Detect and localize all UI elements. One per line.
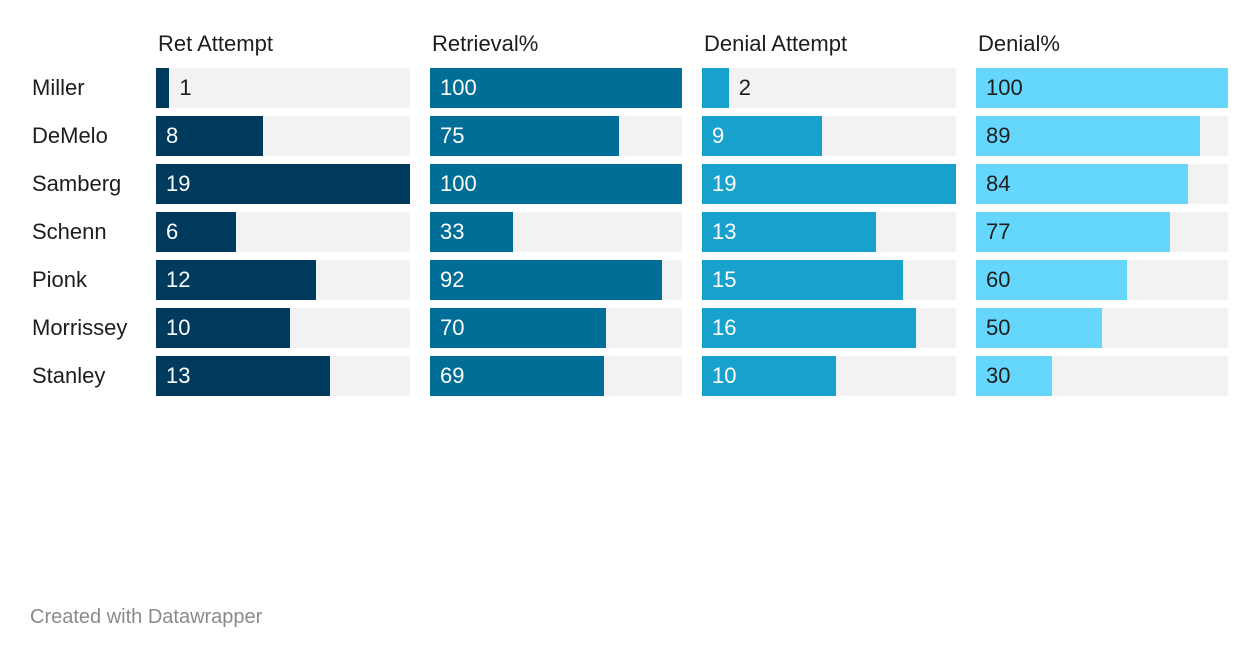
bar-retrieval-pct-stanley <box>430 356 604 396</box>
value-label-retrieval-pct-miller: 100 <box>440 75 477 100</box>
bar-denial-pct-morrissey <box>976 308 1102 348</box>
bar-denial-attempt-demelo <box>702 116 823 156</box>
bar-track-denial-pct-demelo: 89 <box>976 116 1228 156</box>
bar-denial-pct-schenn <box>976 212 1170 252</box>
bar-retrieval-pct-samberg <box>430 164 682 204</box>
row-label-pionk: Pionk <box>32 267 88 292</box>
bar-track-ret-attempt-stanley: 13 <box>156 356 410 396</box>
bar-denial-pct-samberg <box>976 164 1188 204</box>
column-header-denial-pct: Denial% <box>978 31 1060 56</box>
bar-ret-attempt-demelo <box>156 116 263 156</box>
bar-track-retrieval-pct-samberg: 100 <box>430 164 682 204</box>
column-header-denial-attempt: Denial Attempt <box>704 31 848 56</box>
value-label-denial-attempt-schenn: 13 <box>712 219 737 244</box>
bar-track-denial-attempt-miller: 2 <box>702 68 956 108</box>
bar-ret-attempt-miller <box>156 68 170 108</box>
bar-denial-attempt-stanley <box>702 356 836 396</box>
bar-track-retrieval-pct-morrissey: 70 <box>430 308 682 348</box>
row-label-samberg: Samberg <box>32 171 122 196</box>
value-label-denial-pct-pionk: 60 <box>986 267 1011 292</box>
value-label-denial-attempt-stanley: 10 <box>712 363 737 388</box>
value-label-denial-pct-demelo: 89 <box>986 123 1011 148</box>
bar-track-retrieval-pct-schenn: 33 <box>430 212 682 252</box>
bar-track-denial-pct-samberg: 84 <box>976 164 1228 204</box>
column-header-ret-attempt: Ret Attempt <box>158 31 273 56</box>
bar-track-denial-pct-miller: 100 <box>976 68 1228 108</box>
bar-denial-attempt-samberg <box>702 164 956 204</box>
value-label-retrieval-pct-demelo: 75 <box>440 123 465 148</box>
value-label-ret-attempt-pionk: 12 <box>166 267 191 292</box>
value-label-retrieval-pct-schenn: 33 <box>440 219 465 244</box>
bar-track-denial-pct-schenn: 77 <box>976 212 1228 252</box>
bar-track-denial-pct-morrissey: 50 <box>976 308 1228 348</box>
bar-track-ret-attempt-samberg: 19 <box>156 164 410 204</box>
bar-track-ret-attempt-pionk: 12 <box>156 260 410 300</box>
bar-retrieval-pct-miller <box>430 68 682 108</box>
bar-ret-attempt-morrissey <box>156 308 290 348</box>
value-label-denial-attempt-pionk: 15 <box>712 267 737 292</box>
row-label-miller: Miller <box>32 75 85 100</box>
column-header-retrieval-pct: Retrieval% <box>432 31 539 56</box>
bar-track-retrieval-pct-miller: 100 <box>430 68 682 108</box>
bar-denial-attempt-schenn <box>702 212 876 252</box>
credit-text: Created with Datawrapper <box>30 606 263 628</box>
value-label-denial-pct-stanley: 30 <box>986 363 1011 388</box>
value-label-denial-pct-samberg: 84 <box>986 171 1011 196</box>
bar-denial-pct-demelo <box>976 116 1201 156</box>
bar-denial-pct-stanley <box>976 356 1052 396</box>
value-label-ret-attempt-demelo: 8 <box>166 123 179 148</box>
value-label-retrieval-pct-morrissey: 70 <box>440 315 465 340</box>
bar-track-ret-attempt-morrissey: 10 <box>156 308 410 348</box>
bar-track-ret-attempt-miller: 1 <box>156 68 410 108</box>
bar-track-denial-attempt-morrissey: 16 <box>702 308 956 348</box>
bar-table-chart: Ret Attempt Retrieval% Denial Attempt Denia… <box>32 31 1228 396</box>
value-label-retrieval-pct-samberg: 100 <box>440 171 477 196</box>
bar-track-ret-attempt-schenn: 6 <box>156 212 410 252</box>
bar-denial-attempt-pionk <box>702 260 903 300</box>
bar-ret-attempt-samberg <box>156 164 410 204</box>
bar-track-denial-attempt-demelo: 9 <box>702 116 956 156</box>
bar-track-denial-attempt-samberg: 19 <box>702 164 956 204</box>
row-label-stanley: Stanley <box>32 363 106 388</box>
row-label-demelo: DeMelo <box>32 123 108 148</box>
bar-track-ret-attempt-demelo: 8 <box>156 116 410 156</box>
value-label-denial-attempt-samberg: 19 <box>712 171 737 196</box>
bar-ret-attempt-pionk <box>156 260 317 300</box>
bar-track-denial-attempt-stanley: 10 <box>702 356 956 396</box>
value-label-ret-attempt-stanley: 13 <box>166 363 191 388</box>
value-label-ret-attempt-miller: 1 <box>179 75 192 100</box>
bar-track-retrieval-pct-pionk: 92 <box>430 260 682 300</box>
value-label-ret-attempt-schenn: 6 <box>166 219 179 244</box>
bar-ret-attempt-schenn <box>156 212 237 252</box>
value-label-denial-pct-schenn: 77 <box>986 219 1011 244</box>
bar-denial-pct-pionk <box>976 260 1128 300</box>
bar-retrieval-pct-pionk <box>430 260 662 300</box>
bar-retrieval-pct-morrissey <box>430 308 607 348</box>
value-label-retrieval-pct-stanley: 69 <box>440 363 465 388</box>
value-label-denial-attempt-morrissey: 16 <box>712 315 737 340</box>
value-label-denial-attempt-miller: 2 <box>738 75 751 100</box>
bar-track-denial-attempt-schenn: 13 <box>702 212 956 252</box>
bar-track-denial-pct-stanley: 30 <box>976 356 1228 396</box>
bar-retrieval-pct-schenn <box>430 212 514 252</box>
value-label-denial-pct-miller: 100 <box>986 75 1023 100</box>
value-label-denial-attempt-demelo: 9 <box>712 123 725 148</box>
row-label-schenn: Schenn <box>32 219 107 244</box>
bar-retrieval-pct-demelo <box>430 116 619 156</box>
value-label-retrieval-pct-pionk: 92 <box>440 267 465 292</box>
value-label-ret-attempt-samberg: 19 <box>166 171 191 196</box>
value-label-ret-attempt-morrissey: 10 <box>166 315 191 340</box>
bar-track-retrieval-pct-demelo: 75 <box>430 116 682 156</box>
bar-denial-attempt-miller <box>702 68 729 108</box>
value-label-denial-pct-morrissey: 50 <box>986 315 1011 340</box>
bar-ret-attempt-stanley <box>156 356 330 396</box>
bar-track-denial-attempt-pionk: 15 <box>702 260 956 300</box>
bar-denial-attempt-morrissey <box>702 308 916 348</box>
bar-track-denial-pct-pionk: 60 <box>976 260 1228 300</box>
bar-denial-pct-miller <box>976 68 1228 108</box>
bar-track-retrieval-pct-stanley: 69 <box>430 356 682 396</box>
row-label-morrissey: Morrissey <box>32 315 128 340</box>
